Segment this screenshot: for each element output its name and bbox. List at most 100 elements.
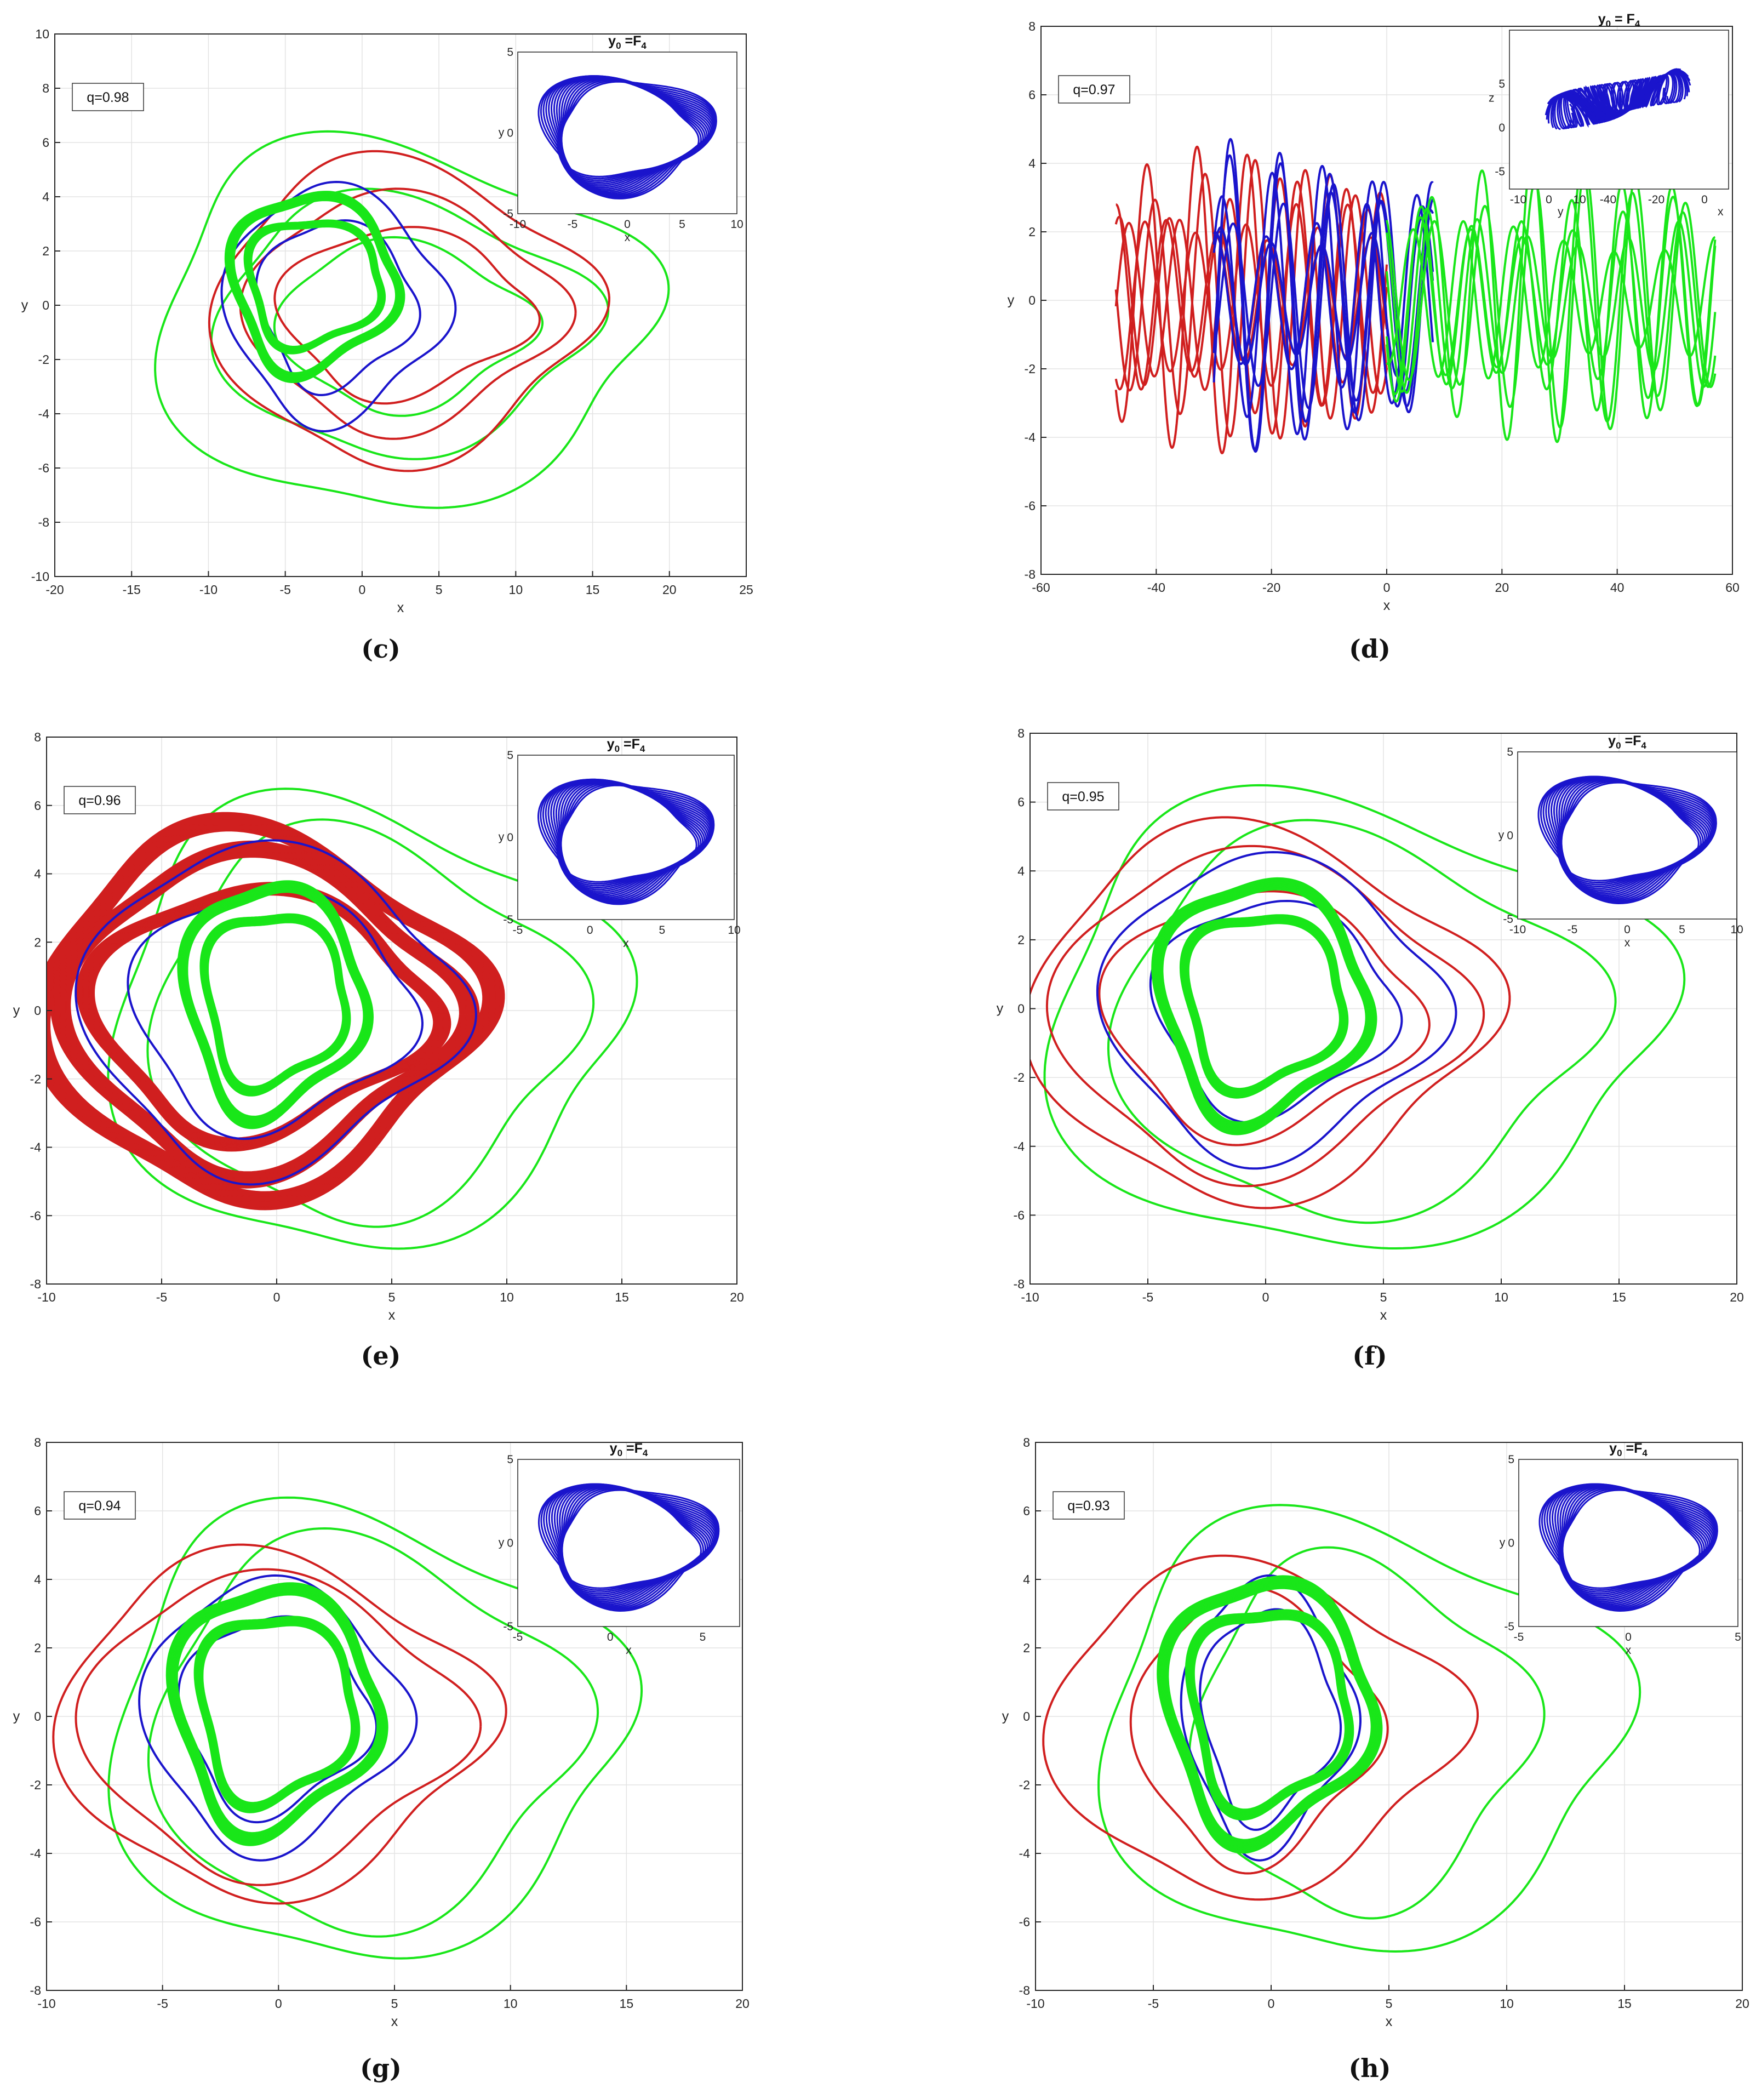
y-tick-label: -6 [30, 1915, 41, 1929]
inset-trajectory [542, 76, 717, 198]
inset-x-label: x [625, 231, 631, 244]
y-tick-label: 2 [1023, 1641, 1030, 1655]
inset-plot: y0 =F4 -5 0 5 10 -5 0 5 x y [499, 737, 741, 950]
inset-x-tick-label: 0 [1701, 193, 1708, 206]
x-axis-label: x [1380, 1308, 1387, 1323]
inset-y-tick-label: 0 [1507, 830, 1513, 842]
trajectory-green [1386, 168, 1717, 430]
trajectory-green [1043, 784, 1686, 1250]
inset-trajectory [1537, 777, 1717, 905]
inset-y-tick-label: 5 [1507, 746, 1513, 758]
chart-panel-c: -20 -15 -10 -5 0 5 10 15 20 25-10-8-6-4-20246810x… [21, 27, 753, 664]
x-tick-label: -5 [1148, 1996, 1159, 2011]
panel-caption: (c) [361, 634, 401, 664]
y-tick-label: 4 [34, 1572, 41, 1587]
annotation-box [64, 786, 136, 814]
x-tick-label: -5 [156, 1290, 167, 1304]
y-axis-label: y [1002, 1709, 1009, 1724]
trajectory-green [206, 920, 345, 1089]
x-tick-label: 20 [735, 1996, 750, 2011]
inset-x-label: x [1626, 1644, 1632, 1657]
x-tick-label: 0 [1268, 1996, 1275, 2011]
inset-x-label: x [1718, 206, 1724, 218]
y-tick-label: -6 [1025, 499, 1036, 513]
chart-panel-d: -60 -40 -20 0 20 40 60-8-6-4-202468xyq=0.97y0 … [1008, 12, 1740, 664]
x-tick-label: -10 [1026, 1996, 1044, 2011]
y-tick-label: -2 [1025, 362, 1036, 376]
y-tick-label: -2 [38, 352, 49, 367]
y-tick-label: -2 [30, 1778, 41, 1792]
inset-x-label: x [626, 1644, 632, 1657]
y-tick-label: 8 [1023, 1435, 1030, 1450]
inset-trajectory [556, 784, 697, 883]
x-tick-label: 20 [1495, 580, 1509, 595]
y-tick-label: 8 [1017, 726, 1025, 740]
inset-x-tick-label: 0 [1625, 1631, 1632, 1644]
inset-y-tick-label: 5 [507, 46, 513, 59]
trajectory-green [1160, 887, 1368, 1125]
inset-x-tick-label: 5 [1679, 923, 1685, 936]
y-tick-label: 8 [1028, 19, 1036, 33]
inset-trajectory [1543, 1483, 1718, 1611]
trajectory-red [75, 1568, 482, 1886]
trajectories [1114, 138, 1717, 454]
y-axis-label: y [1008, 293, 1015, 308]
trajectory-red [208, 150, 611, 472]
inset-title: y0 =F4 [608, 33, 647, 51]
y-tick-label: 4 [34, 867, 41, 881]
inset-trajectory [1541, 1484, 1718, 1611]
inset-trajectory [1540, 777, 1717, 904]
inset-trajectory [551, 1483, 718, 1607]
y-tick-label: -2 [1019, 1778, 1030, 1792]
y-tick-label: 4 [1023, 1572, 1030, 1587]
x-axis-label: x [391, 2014, 398, 2029]
y-tick-label: 4 [1017, 864, 1025, 878]
inset-x-label: x [1625, 937, 1631, 949]
y-tick-label: 2 [42, 244, 49, 258]
x-tick-label: 10 [509, 583, 523, 597]
inset-x-tick-label: 0 [624, 218, 631, 231]
trajectory-green [273, 236, 544, 417]
y-tick-label: 6 [1017, 795, 1025, 809]
inset-y-tick-label: 5 [1508, 1453, 1514, 1466]
y-tick-label: -6 [38, 461, 49, 475]
inset-trajectory [1542, 776, 1717, 903]
x-axis-label: x [1386, 2014, 1393, 2029]
inset-y-tick-label: 0 [507, 127, 513, 140]
inset-trajectory [540, 76, 717, 199]
trajectory-blue [220, 180, 457, 433]
y-axis-label: y [13, 1003, 20, 1018]
y-tick-label: 6 [1023, 1504, 1030, 1518]
x-tick-label: 5 [1386, 1996, 1393, 2011]
inset-trajectory [1545, 73, 1674, 125]
trajectory-red [52, 1543, 507, 1905]
inset-trajectory [545, 779, 714, 903]
x-tick-label: -10 [1021, 1290, 1039, 1304]
inset-title: y0 =F4 [1608, 733, 1646, 751]
inset-y-label: y [499, 127, 505, 139]
inset-trajectory [545, 1483, 719, 1610]
inset-y-tick-label: -10 [1510, 193, 1526, 206]
x-tick-label: 10 [1500, 1996, 1514, 2011]
x-tick-label: 20 [730, 1290, 744, 1304]
y-tick-label: -8 [1019, 1983, 1030, 1998]
inset-z-tick-label: 5 [1498, 78, 1505, 90]
inset-trajectory [1549, 1483, 1718, 1608]
trajectory-green [201, 1623, 354, 1805]
trajectory-green [1107, 819, 1617, 1224]
trajectory-red [273, 226, 541, 405]
y-tick-label: 2 [34, 1641, 41, 1655]
inset-x-tick-label: 0 [607, 1631, 614, 1644]
x-tick-label: 40 [1610, 580, 1625, 595]
x-tick-label: 5 [436, 583, 443, 597]
inset-x-tick-label: -5 [568, 218, 578, 231]
inset-y-tick-label: 0 [1546, 193, 1552, 206]
y-axis-label: y [21, 298, 28, 313]
y-tick-label: 10 [35, 27, 49, 41]
inset-trajectory [1550, 775, 1716, 899]
y-tick-label: -2 [1014, 1070, 1025, 1085]
y-tick-label: 8 [34, 730, 41, 744]
inset-trajectory [553, 75, 715, 193]
x-tick-label: 5 [1380, 1290, 1387, 1304]
inset-x-tick-label: 5 [1735, 1631, 1741, 1644]
